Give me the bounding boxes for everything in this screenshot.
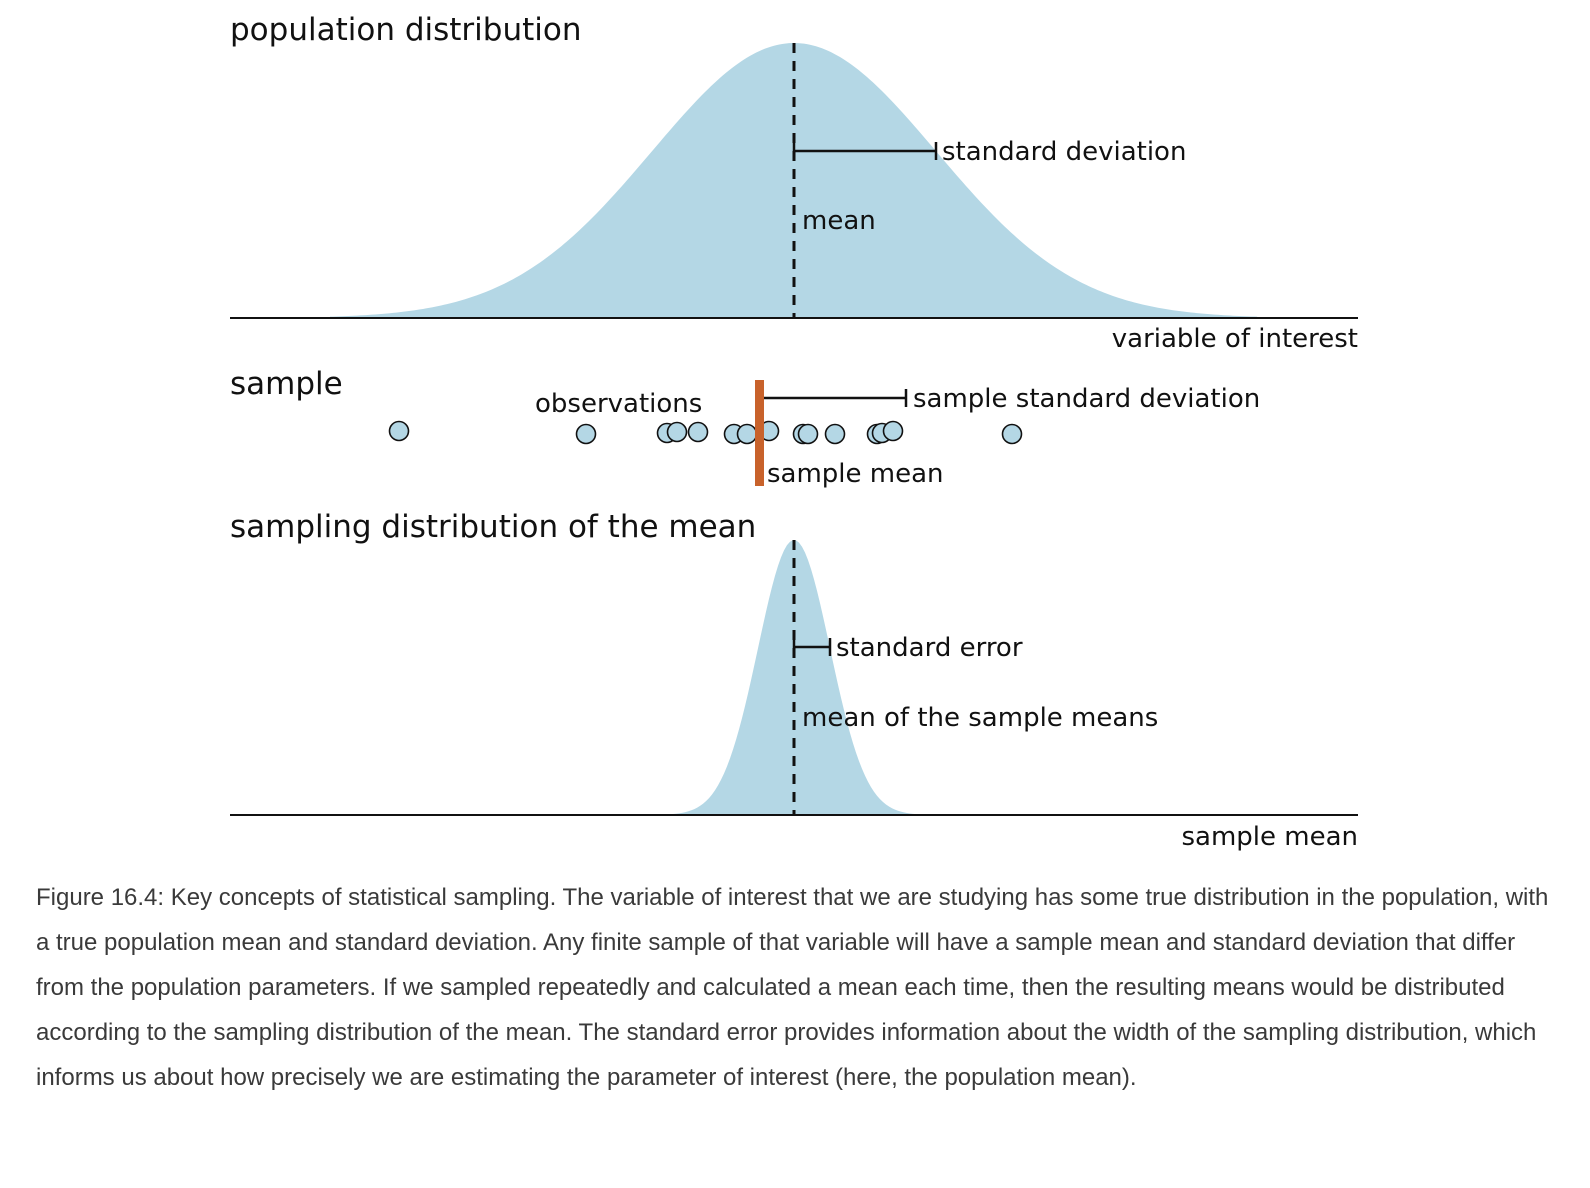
observation-point (388, 420, 410, 442)
population-title: population distribution (230, 12, 581, 48)
sample-mean-bar (755, 380, 764, 486)
statistical-sampling-figure: population distribution standard deviati… (230, 12, 1358, 852)
observation-point (797, 423, 819, 445)
observation-point (882, 420, 904, 442)
observation-point (824, 423, 846, 445)
mean-label: mean (802, 206, 876, 236)
observation-point (736, 423, 758, 445)
sampling-distribution-title: sampling distribution of the mean (230, 509, 756, 545)
figure-caption: Figure 16.4: Key concepts of statistical… (36, 884, 1549, 1091)
observation-point (1001, 423, 1023, 445)
sample-mean-label: sample mean (767, 459, 944, 489)
population-distribution-curve (330, 43, 1258, 318)
standard-error-bracket (792, 638, 832, 656)
standard-deviation-label: standard deviation (942, 137, 1186, 167)
variable-of-interest-label: variable of interest (1112, 324, 1358, 354)
observation-point (575, 423, 597, 445)
sampling-distribution-curve (670, 540, 918, 815)
observation-point (687, 421, 709, 443)
sample-standard-deviation-label: sample standard deviation (913, 384, 1260, 414)
sample-mean-axis-label: sample mean (1181, 822, 1358, 852)
observation-points (388, 420, 1023, 445)
sample-standard-deviation-bracket (758, 389, 908, 407)
observation-point (666, 421, 688, 443)
observations-label: observations (535, 389, 702, 419)
standard-error-label: standard error (836, 633, 1023, 663)
sample-title: sample (230, 366, 343, 402)
standard-deviation-bracket (792, 142, 938, 160)
mean-of-sample-means-label: mean of the sample means (802, 703, 1158, 733)
